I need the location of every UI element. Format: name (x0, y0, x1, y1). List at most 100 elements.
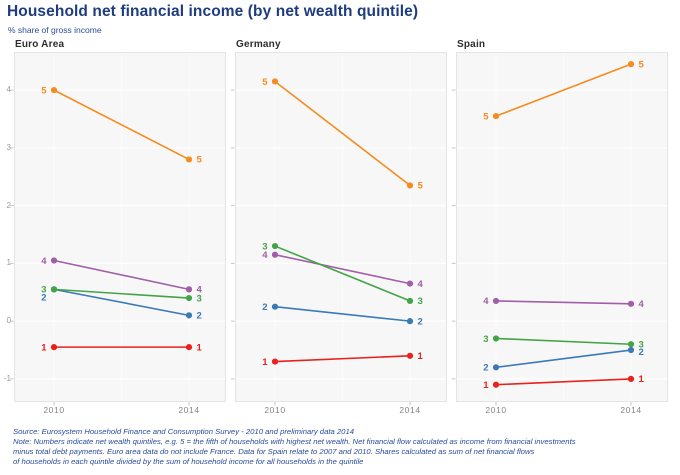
footnote-note-line-3: of households in each quintile divided b… (13, 457, 364, 466)
point-label-q5: 5 (483, 111, 489, 122)
point-label-q5: 5 (41, 85, 47, 96)
y-tick-label: 3 (6, 142, 11, 152)
point-label-q4: 4 (262, 250, 268, 261)
point-q2-2010 (492, 364, 500, 371)
point-q3-2010 (492, 335, 500, 342)
footnotes: Source: Eurosystem Household Finance and… (13, 427, 674, 467)
point-q4-2014 (406, 280, 414, 287)
point-label-q4: 4 (41, 256, 47, 267)
point-label-q3: 3 (262, 241, 267, 252)
point-q1-2010 (271, 358, 279, 365)
page-title: Household net financial income (by net w… (7, 3, 419, 20)
footnote-note-line-1: Note: Numbers indicate net wealth quinti… (13, 437, 576, 446)
point-q5-2010 (271, 78, 279, 85)
point-q1-2014 (185, 344, 193, 351)
y-tick-label: 2 (6, 200, 11, 210)
point-label-q1: 1 (197, 342, 203, 353)
x-tick-label: 2010 (43, 405, 65, 415)
point-q4-2010 (50, 257, 58, 264)
point-label-q2: 2 (639, 347, 644, 358)
panel-title-germany: Germany (236, 39, 281, 50)
series-line-q3 (274, 245, 411, 302)
point-label-q3: 3 (418, 296, 423, 307)
point-q2-2014 (406, 318, 414, 325)
point-label-q1: 1 (418, 351, 424, 362)
point-label-q5: 5 (639, 59, 645, 70)
point-q1-2014 (627, 375, 635, 382)
series-line-q4 (274, 253, 411, 285)
point-label-q4: 4 (418, 279, 424, 290)
point-label-q2: 2 (197, 311, 202, 322)
point-label-q5: 5 (197, 155, 203, 166)
panel-background (456, 52, 668, 402)
series-line-q5 (495, 63, 632, 117)
series-line-q4 (53, 259, 190, 291)
point-label-q5: 5 (262, 77, 268, 88)
series-line-q1 (495, 378, 632, 386)
chart-subtitle: % share of gross income (8, 25, 102, 35)
point-q5-2014 (406, 182, 414, 189)
point-q4-2014 (627, 300, 635, 307)
panel-background (235, 52, 447, 402)
series-line-q3 (495, 337, 632, 346)
point-label-q2: 2 (41, 292, 46, 303)
series-line-q2 (53, 288, 190, 317)
footnote-source-line: Source: Eurosystem Household Finance and… (13, 427, 355, 436)
point-q3-2010 (271, 242, 279, 250)
point-label-q2: 2 (483, 363, 488, 374)
x-tick-label: 2014 (178, 405, 200, 415)
point-label-q3: 3 (483, 334, 488, 345)
y-tick-label: 4 (6, 85, 11, 95)
point-label-q1: 1 (41, 342, 47, 353)
series-line-q5 (53, 89, 190, 161)
series-line-q3 (53, 288, 190, 299)
point-q3-2010 (50, 286, 58, 293)
point-label-q2: 2 (418, 316, 423, 327)
point-q5-2014 (627, 61, 635, 68)
point-label-q5: 5 (418, 181, 424, 192)
series-line-q4 (495, 300, 632, 305)
point-q2-2014 (185, 312, 193, 319)
point-label-q3: 3 (197, 293, 202, 304)
panel-title-spain: Spain (457, 39, 486, 50)
point-label-q3: 3 (41, 285, 46, 296)
y-tick-label: 1 (6, 258, 11, 268)
point-label-q2: 2 (262, 302, 267, 313)
panel-title-euro-area: Euro Area (15, 39, 65, 50)
y-tick-label: -1 (3, 373, 11, 383)
point-q3-2014 (406, 297, 414, 305)
series-line-q2 (495, 349, 632, 369)
point-q5-2014 (185, 156, 193, 163)
point-q1-2014 (406, 352, 414, 359)
point-label-q1: 1 (262, 357, 268, 368)
point-q3-2014 (627, 341, 635, 348)
x-tick-label: 2010 (264, 405, 286, 415)
point-q1-2010 (50, 344, 58, 351)
panel-background (14, 52, 226, 402)
point-q2-2014 (627, 346, 635, 354)
point-label-q3: 3 (639, 340, 644, 351)
point-label-q4: 4 (639, 299, 645, 310)
footnote-note-line-2: minus total debt payments. Euro area dat… (13, 447, 535, 456)
point-q5-2010 (492, 113, 500, 120)
x-tick-label: 2014 (620, 405, 642, 415)
point-label-q4: 4 (483, 296, 489, 307)
point-label-q1: 1 (639, 374, 645, 385)
point-q4-2010 (271, 251, 279, 258)
series-line-q2 (274, 305, 411, 322)
y-tick-label: 0 (6, 316, 11, 326)
point-label-q1: 1 (483, 380, 489, 391)
point-q2-2010 (271, 303, 279, 310)
series-line-q5 (274, 80, 411, 187)
x-tick-label: 2010 (485, 405, 507, 415)
point-q4-2014 (185, 286, 193, 293)
x-tick-label: 2014 (399, 405, 421, 415)
series-line-q1 (274, 354, 411, 363)
point-label-q4: 4 (197, 285, 203, 296)
point-q4-2010 (492, 297, 500, 305)
point-q3-2014 (185, 294, 193, 302)
